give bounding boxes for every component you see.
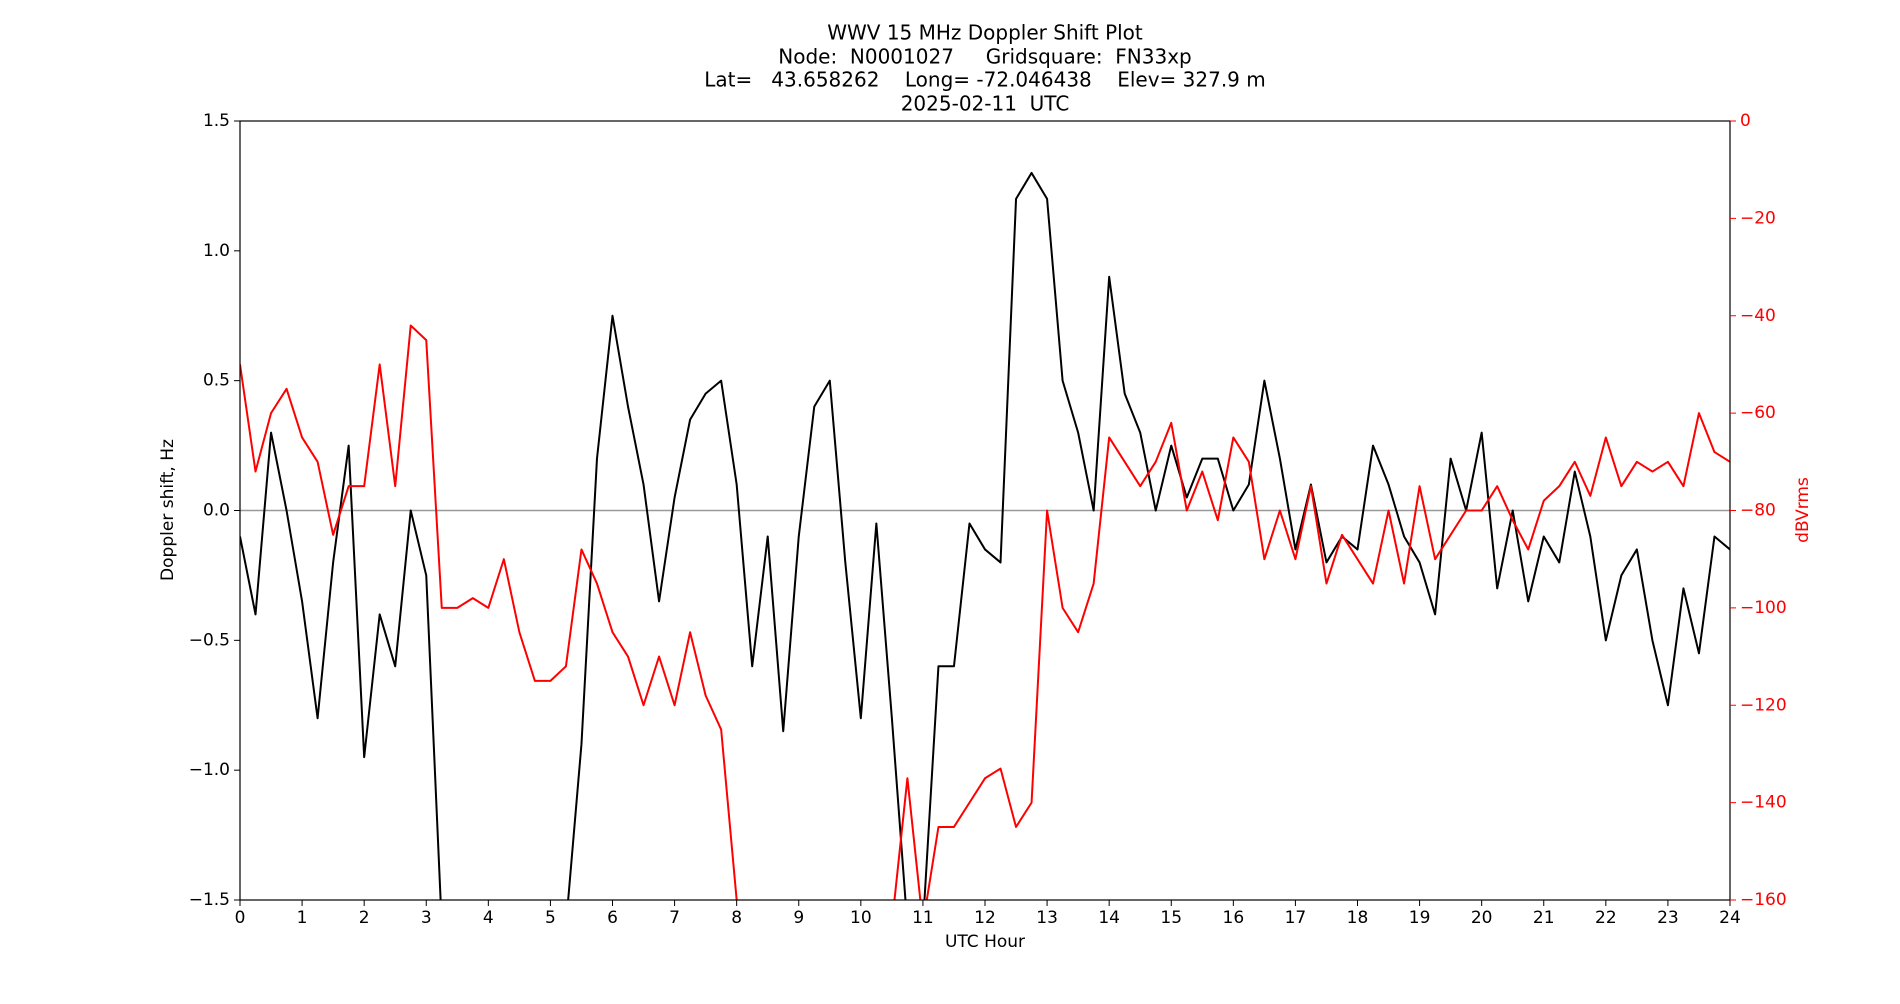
x-tick-label: 17 (1285, 908, 1307, 928)
x-tick-label: 11 (912, 908, 934, 928)
x-tick-label: 10 (850, 908, 872, 928)
x-tick-label: 8 (731, 908, 742, 928)
chart-title: WWV 15 MHz Doppler Shift Plot (827, 21, 1143, 45)
y-axis-label: Doppler shift, Hz (158, 439, 178, 581)
chart-subtitle: Lat= 43.658262 Long= -72.046438 Elev= 32… (704, 68, 1266, 92)
y2-tick-label: −20 (1740, 208, 1776, 228)
chart-subtitle: 2025-02-11 UTC (901, 92, 1070, 116)
y2-tick-label: −100 (1740, 598, 1787, 618)
y2-tick-label: −160 (1740, 890, 1787, 910)
x-tick-label: 19 (1409, 908, 1431, 928)
y2-axis-label: dBVrms (1793, 477, 1813, 543)
y-tick-label: 1.5 (203, 111, 230, 131)
y2-tick-label: −140 (1740, 793, 1787, 813)
x-tick-label: 23 (1657, 908, 1679, 928)
x-tick-label: 14 (1098, 908, 1120, 928)
x-tick-label: 9 (793, 908, 804, 928)
y-tick-label: 1.0 (203, 241, 230, 261)
y2-tick-label: 0 (1740, 111, 1751, 131)
x-tick-label: 24 (1719, 908, 1741, 928)
x-tick-label: 18 (1347, 908, 1369, 928)
x-tick-label: 12 (974, 908, 996, 928)
y2-tick-label: −120 (1740, 695, 1787, 715)
x-tick-label: 7 (669, 908, 680, 928)
y2-tick-label: −60 (1740, 403, 1776, 423)
x-tick-label: 15 (1160, 908, 1182, 928)
series-line (240, 324, 1730, 900)
y-tick-label: −1.5 (189, 890, 230, 910)
x-tick-label: 22 (1595, 908, 1617, 928)
plot-area (240, 171, 1730, 900)
x-tick-label: 4 (483, 908, 494, 928)
x-tick-label: 5 (545, 908, 556, 928)
x-tick-label: 20 (1471, 908, 1493, 928)
y2-tick-label: −40 (1740, 306, 1776, 326)
y-tick-label: 0.0 (203, 501, 230, 521)
x-axis-label: UTC Hour (945, 932, 1025, 952)
x-tick-label: 1 (297, 908, 308, 928)
chart-subtitle: Node: N0001027 Gridsquare: FN33xp (778, 45, 1191, 69)
x-tick-label: 0 (235, 908, 246, 928)
y-tick-label: −1.0 (189, 760, 230, 780)
x-tick-label: 21 (1533, 908, 1555, 928)
y2-tick-label: −80 (1740, 501, 1776, 521)
x-tick-label: 2 (359, 908, 370, 928)
y-tick-label: −0.5 (189, 630, 230, 650)
y-tick-label: 0.5 (203, 371, 230, 391)
x-tick-label: 16 (1223, 908, 1245, 928)
series-line (240, 171, 1730, 900)
x-tick-label: 6 (607, 908, 618, 928)
x-tick-label: 3 (421, 908, 432, 928)
x-tick-label: 13 (1036, 908, 1058, 928)
